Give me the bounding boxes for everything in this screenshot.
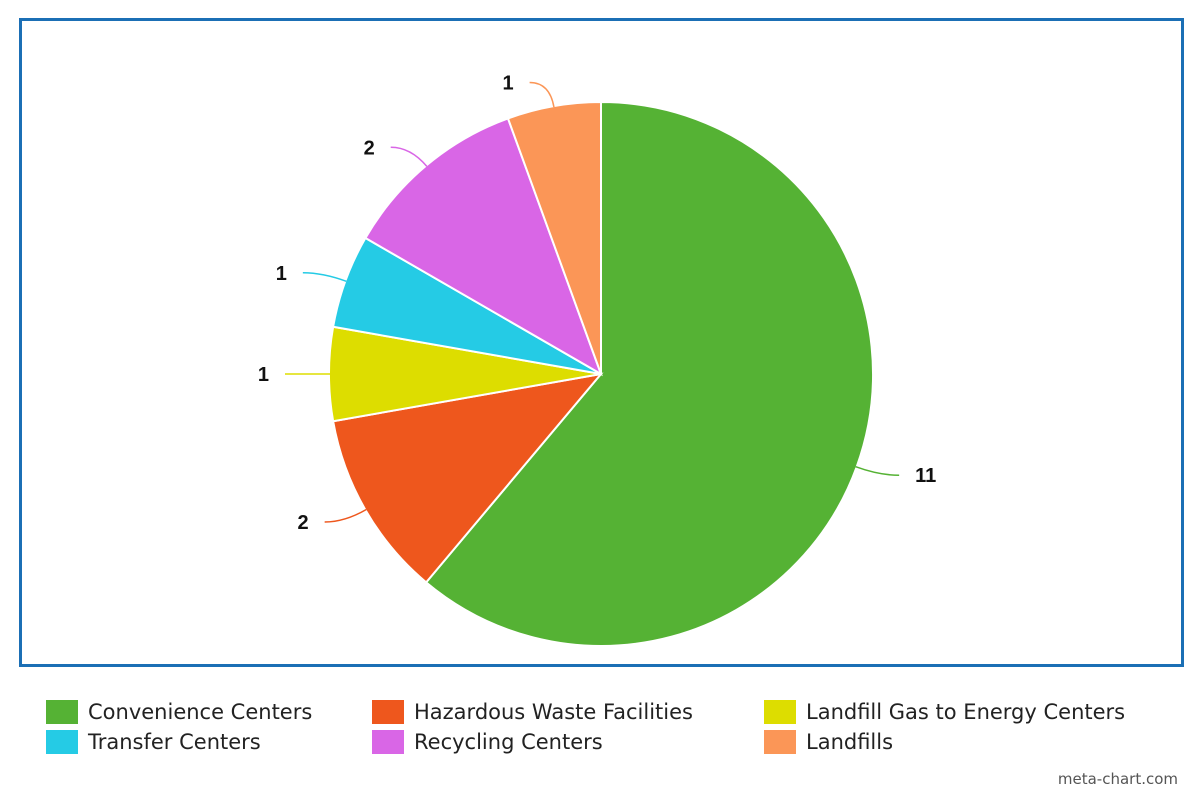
legend-swatch: [764, 730, 796, 754]
legend-item-transfer-centers[interactable]: Transfer Centers: [46, 730, 261, 754]
legend-label: Transfer Centers: [88, 730, 261, 754]
data-label-landfill-gas-to-energy-centers: 1: [258, 364, 269, 386]
data-label-recycling-centers: 2: [364, 137, 375, 159]
leader-line-convenience-centers: [855, 465, 900, 476]
legend-item-landfill-gas-to-energy-centers[interactable]: Landfill Gas to Energy Centers: [764, 700, 1125, 724]
legend-label: Hazardous Waste Facilities: [414, 700, 693, 724]
leader-line-recycling-centers: [390, 146, 428, 167]
legend-label: Recycling Centers: [414, 730, 603, 754]
data-label-landfills: 1: [502, 73, 513, 95]
legend-label: Landfill Gas to Energy Centers: [806, 700, 1126, 724]
legend-swatch: [46, 700, 78, 724]
chart-frame: 11 2 1 1 2 1: [19, 18, 1184, 667]
legend-swatch: [46, 730, 78, 754]
meta-chart-credit[interactable]: meta-chart.com: [1057, 770, 1178, 788]
legend-item-hazardous-waste-facilities[interactable]: Hazardous Waste Facilities: [372, 700, 693, 724]
data-label-convenience-centers: 11: [915, 465, 936, 487]
legend-swatch: [764, 700, 796, 724]
legend-item-recycling-centers[interactable]: Recycling Centers: [372, 730, 603, 754]
legend-label: Landfills: [806, 730, 894, 754]
legend-item-landfills[interactable]: Landfills: [764, 730, 893, 754]
leader-line-landfills: [529, 81, 555, 108]
legend-swatch: [372, 730, 404, 754]
legend-label: Convenience Centers: [88, 700, 313, 724]
data-label-transfer-centers: 1: [276, 263, 287, 285]
legend-item-convenience-centers[interactable]: Convenience Centers: [46, 700, 312, 724]
legend-swatch: [372, 700, 404, 724]
leader-line-hazardous-waste-facilities: [324, 508, 367, 523]
leader-line-transfer-centers: [302, 272, 347, 283]
data-label-hazardous-waste-facilities: 2: [298, 512, 309, 534]
